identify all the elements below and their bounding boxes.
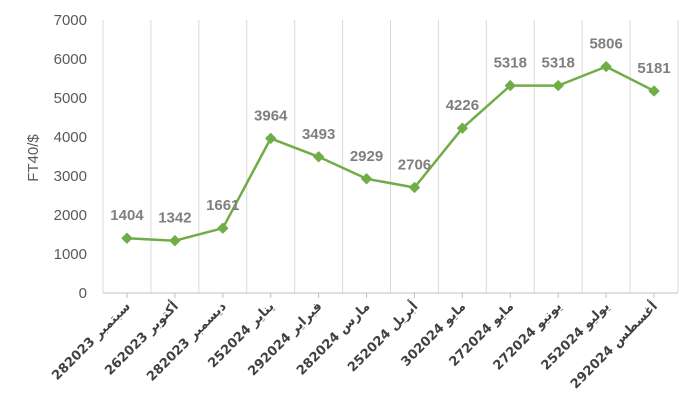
x-tick-label: 29أغسطس 2024 <box>567 298 661 392</box>
series <box>121 60 660 247</box>
y-axis-title: FT40/$ <box>25 134 42 182</box>
y-tick-label: 5000 <box>54 90 87 107</box>
data-label: 3493 <box>302 126 335 143</box>
data-label: 4226 <box>446 97 479 114</box>
data-point <box>456 122 469 134</box>
data-label: 1661 <box>206 197 239 214</box>
data-label: 5318 <box>494 55 527 72</box>
data-point <box>312 151 325 163</box>
y-tick-label: 4000 <box>54 129 87 146</box>
y-tick-label: 7000 <box>54 12 87 29</box>
y-tick-label: 0 <box>79 285 87 302</box>
data-point <box>648 85 660 97</box>
y-tick-label: 6000 <box>54 51 87 68</box>
data-point <box>169 234 181 247</box>
y-tick-label: 1000 <box>54 246 87 263</box>
data-label: 1342 <box>158 210 191 227</box>
y-tick-label: 2000 <box>54 207 87 224</box>
data-label: 2929 <box>350 148 383 165</box>
data-point <box>360 173 373 185</box>
grid-lines <box>102 20 679 293</box>
data-point <box>600 60 612 73</box>
x-tick-label: 28سبتمبر 2023 <box>49 299 133 383</box>
data-label: 2706 <box>398 156 431 173</box>
data-label: 3964 <box>254 107 288 124</box>
data-label: 5806 <box>589 36 622 53</box>
data-point <box>552 79 564 92</box>
data-point <box>504 79 516 92</box>
data-point <box>265 132 277 145</box>
data-label: 5318 <box>542 55 575 72</box>
data-point <box>217 222 229 234</box>
data-point <box>121 232 133 244</box>
data-point <box>408 181 421 194</box>
series-line <box>126 65 655 242</box>
data-label: 1404 <box>110 207 144 224</box>
y-tick-label: 3000 <box>54 168 87 185</box>
data-label: 5181 <box>637 60 670 77</box>
y-axis: 0 1000 2000 3000 4000 5000 6000 7000 <box>54 12 87 302</box>
data-labels: 1404 1342 1661 3964 3493 2929 2706 4226 5318 5318… <box>110 36 670 227</box>
